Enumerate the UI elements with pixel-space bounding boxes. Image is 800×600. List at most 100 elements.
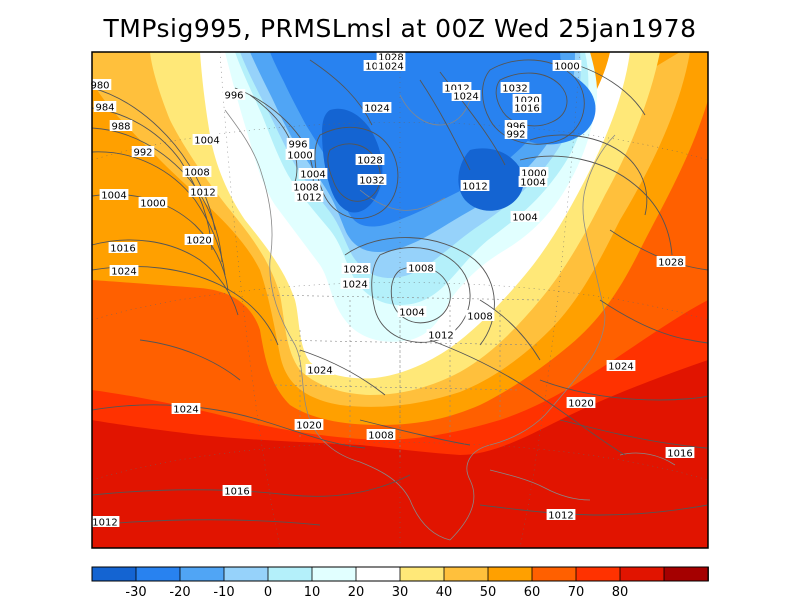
isobar-label: 1016	[222, 485, 252, 498]
isobar-label: 1020	[566, 397, 596, 410]
svg-text:996: 996	[506, 122, 525, 133]
svg-text:1012: 1012	[92, 518, 117, 529]
isobar-label: 992	[131, 146, 155, 159]
svg-text:1024: 1024	[378, 62, 403, 73]
svg-text:1024: 1024	[342, 280, 367, 291]
svg-text:1000: 1000	[521, 169, 546, 180]
isobar-label: 1024	[451, 90, 481, 103]
svg-text:1024: 1024	[453, 92, 478, 103]
svg-text:1016: 1016	[110, 244, 135, 255]
isobar-label: 1008	[366, 429, 396, 442]
svg-text:1028: 1028	[378, 53, 403, 64]
svg-text:992: 992	[506, 130, 525, 141]
svg-text:996: 996	[288, 140, 307, 151]
map-title: TMPsig995, PRMSLmsl at 00Z Wed 25jan1978	[103, 14, 697, 43]
isobar-label: 1012	[90, 516, 120, 529]
svg-text:1008: 1008	[293, 183, 318, 194]
isobar-label: 1016	[665, 447, 695, 460]
svg-text:1012: 1012	[462, 182, 487, 193]
isobar-label: 1024	[362, 102, 392, 115]
isobar-label: 984	[93, 101, 117, 114]
isobar-label: 1012	[426, 329, 456, 342]
svg-text:1008: 1008	[467, 312, 492, 323]
isobar-label: 980	[88, 79, 112, 92]
boundaries	[261, 294, 541, 460]
svg-text:1024: 1024	[364, 104, 389, 115]
svg-text:1004: 1004	[101, 191, 126, 202]
isobar-labels: 9809849889929961004100810121004100010161…	[88, 51, 695, 529]
svg-text:1020: 1020	[568, 399, 593, 410]
svg-text:1028: 1028	[343, 265, 368, 276]
isobar-label: 1028	[376, 51, 406, 64]
isobar-label: 1000	[519, 167, 549, 180]
svg-text:1028: 1028	[658, 258, 683, 269]
svg-text:1008: 1008	[408, 264, 433, 275]
svg-text:1012: 1012	[190, 188, 215, 199]
isobar-label: 1032	[500, 82, 530, 95]
isobar-label: 1012	[188, 186, 218, 199]
svg-text:1000: 1000	[140, 199, 165, 210]
svg-text:1020: 1020	[186, 236, 211, 247]
isobar-label: 988	[109, 120, 133, 133]
svg-text:1012: 1012	[296, 193, 321, 204]
svg-text:1012: 1012	[548, 511, 573, 522]
svg-text:1028: 1028	[357, 156, 382, 167]
svg-text:1004: 1004	[300, 170, 325, 181]
svg-text:1012: 1012	[428, 331, 453, 342]
svg-text:1000: 1000	[287, 151, 312, 162]
isobar-label: 1012	[442, 82, 472, 95]
isobar-label: 996	[286, 138, 310, 151]
svg-text:1032: 1032	[359, 176, 384, 187]
isobar-label: 1000	[138, 197, 168, 210]
isobar-label: 1000	[552, 60, 582, 73]
isobar-label: 1024	[109, 265, 139, 278]
isobar-label: 1008	[465, 310, 495, 323]
isobar-label: 996	[504, 120, 528, 133]
isobar-label: 1016	[512, 102, 542, 115]
isobar-label: 1008	[291, 181, 321, 194]
svg-text:1004: 1004	[520, 178, 545, 189]
isobar-label: 1020	[184, 234, 214, 247]
isobar-label: 1008	[182, 166, 212, 179]
isobar-label: 1028	[355, 154, 385, 167]
isobar-label: 1028	[656, 256, 686, 269]
isobar-label: 1004	[510, 211, 540, 224]
svg-text:988: 988	[111, 122, 130, 133]
svg-text:1024: 1024	[608, 362, 633, 373]
isobar-label: 1004	[192, 134, 222, 147]
isobar-label: 1024	[305, 364, 335, 377]
isobar-label: 1000	[285, 149, 315, 162]
isobar-label: 992	[504, 128, 528, 141]
svg-text:1004: 1004	[399, 308, 424, 319]
svg-text:1004: 1004	[512, 213, 537, 224]
map-frame	[91, 51, 709, 549]
svg-text:1004: 1004	[194, 136, 219, 147]
svg-text:1016: 1016	[224, 487, 249, 498]
temp-band-deep-cold	[322, 108, 383, 213]
isobar-label: 1024	[171, 403, 201, 416]
svg-text:1020: 1020	[514, 96, 539, 107]
svg-text:1032: 1032	[502, 84, 527, 95]
isobar-label: 1028	[341, 263, 371, 276]
isobar-label: 1024	[606, 360, 636, 373]
isobar-label: 1004	[298, 168, 328, 181]
isobar-label: 1012	[294, 191, 324, 204]
svg-text:1008: 1008	[368, 431, 393, 442]
isobar-label: 1004	[518, 176, 548, 189]
isobar-label: 996	[222, 89, 246, 102]
isobar-label: 1024	[340, 278, 370, 291]
svg-text:996: 996	[224, 91, 243, 102]
isobar-label: 1024	[376, 60, 406, 73]
temp-band-deep-cold-east	[458, 148, 524, 211]
svg-text:1000: 1000	[554, 62, 579, 73]
svg-text:1016: 1016	[514, 104, 539, 115]
isobar-label: 1020	[294, 419, 324, 432]
svg-text:984: 984	[95, 103, 114, 114]
isobar-label: 1008	[406, 262, 436, 275]
svg-text:992: 992	[133, 148, 152, 159]
svg-text:1020: 1020	[296, 421, 321, 432]
isobar-label: 1004	[397, 306, 427, 319]
svg-text:980: 980	[90, 81, 109, 92]
svg-text:1016: 1016	[667, 449, 692, 460]
